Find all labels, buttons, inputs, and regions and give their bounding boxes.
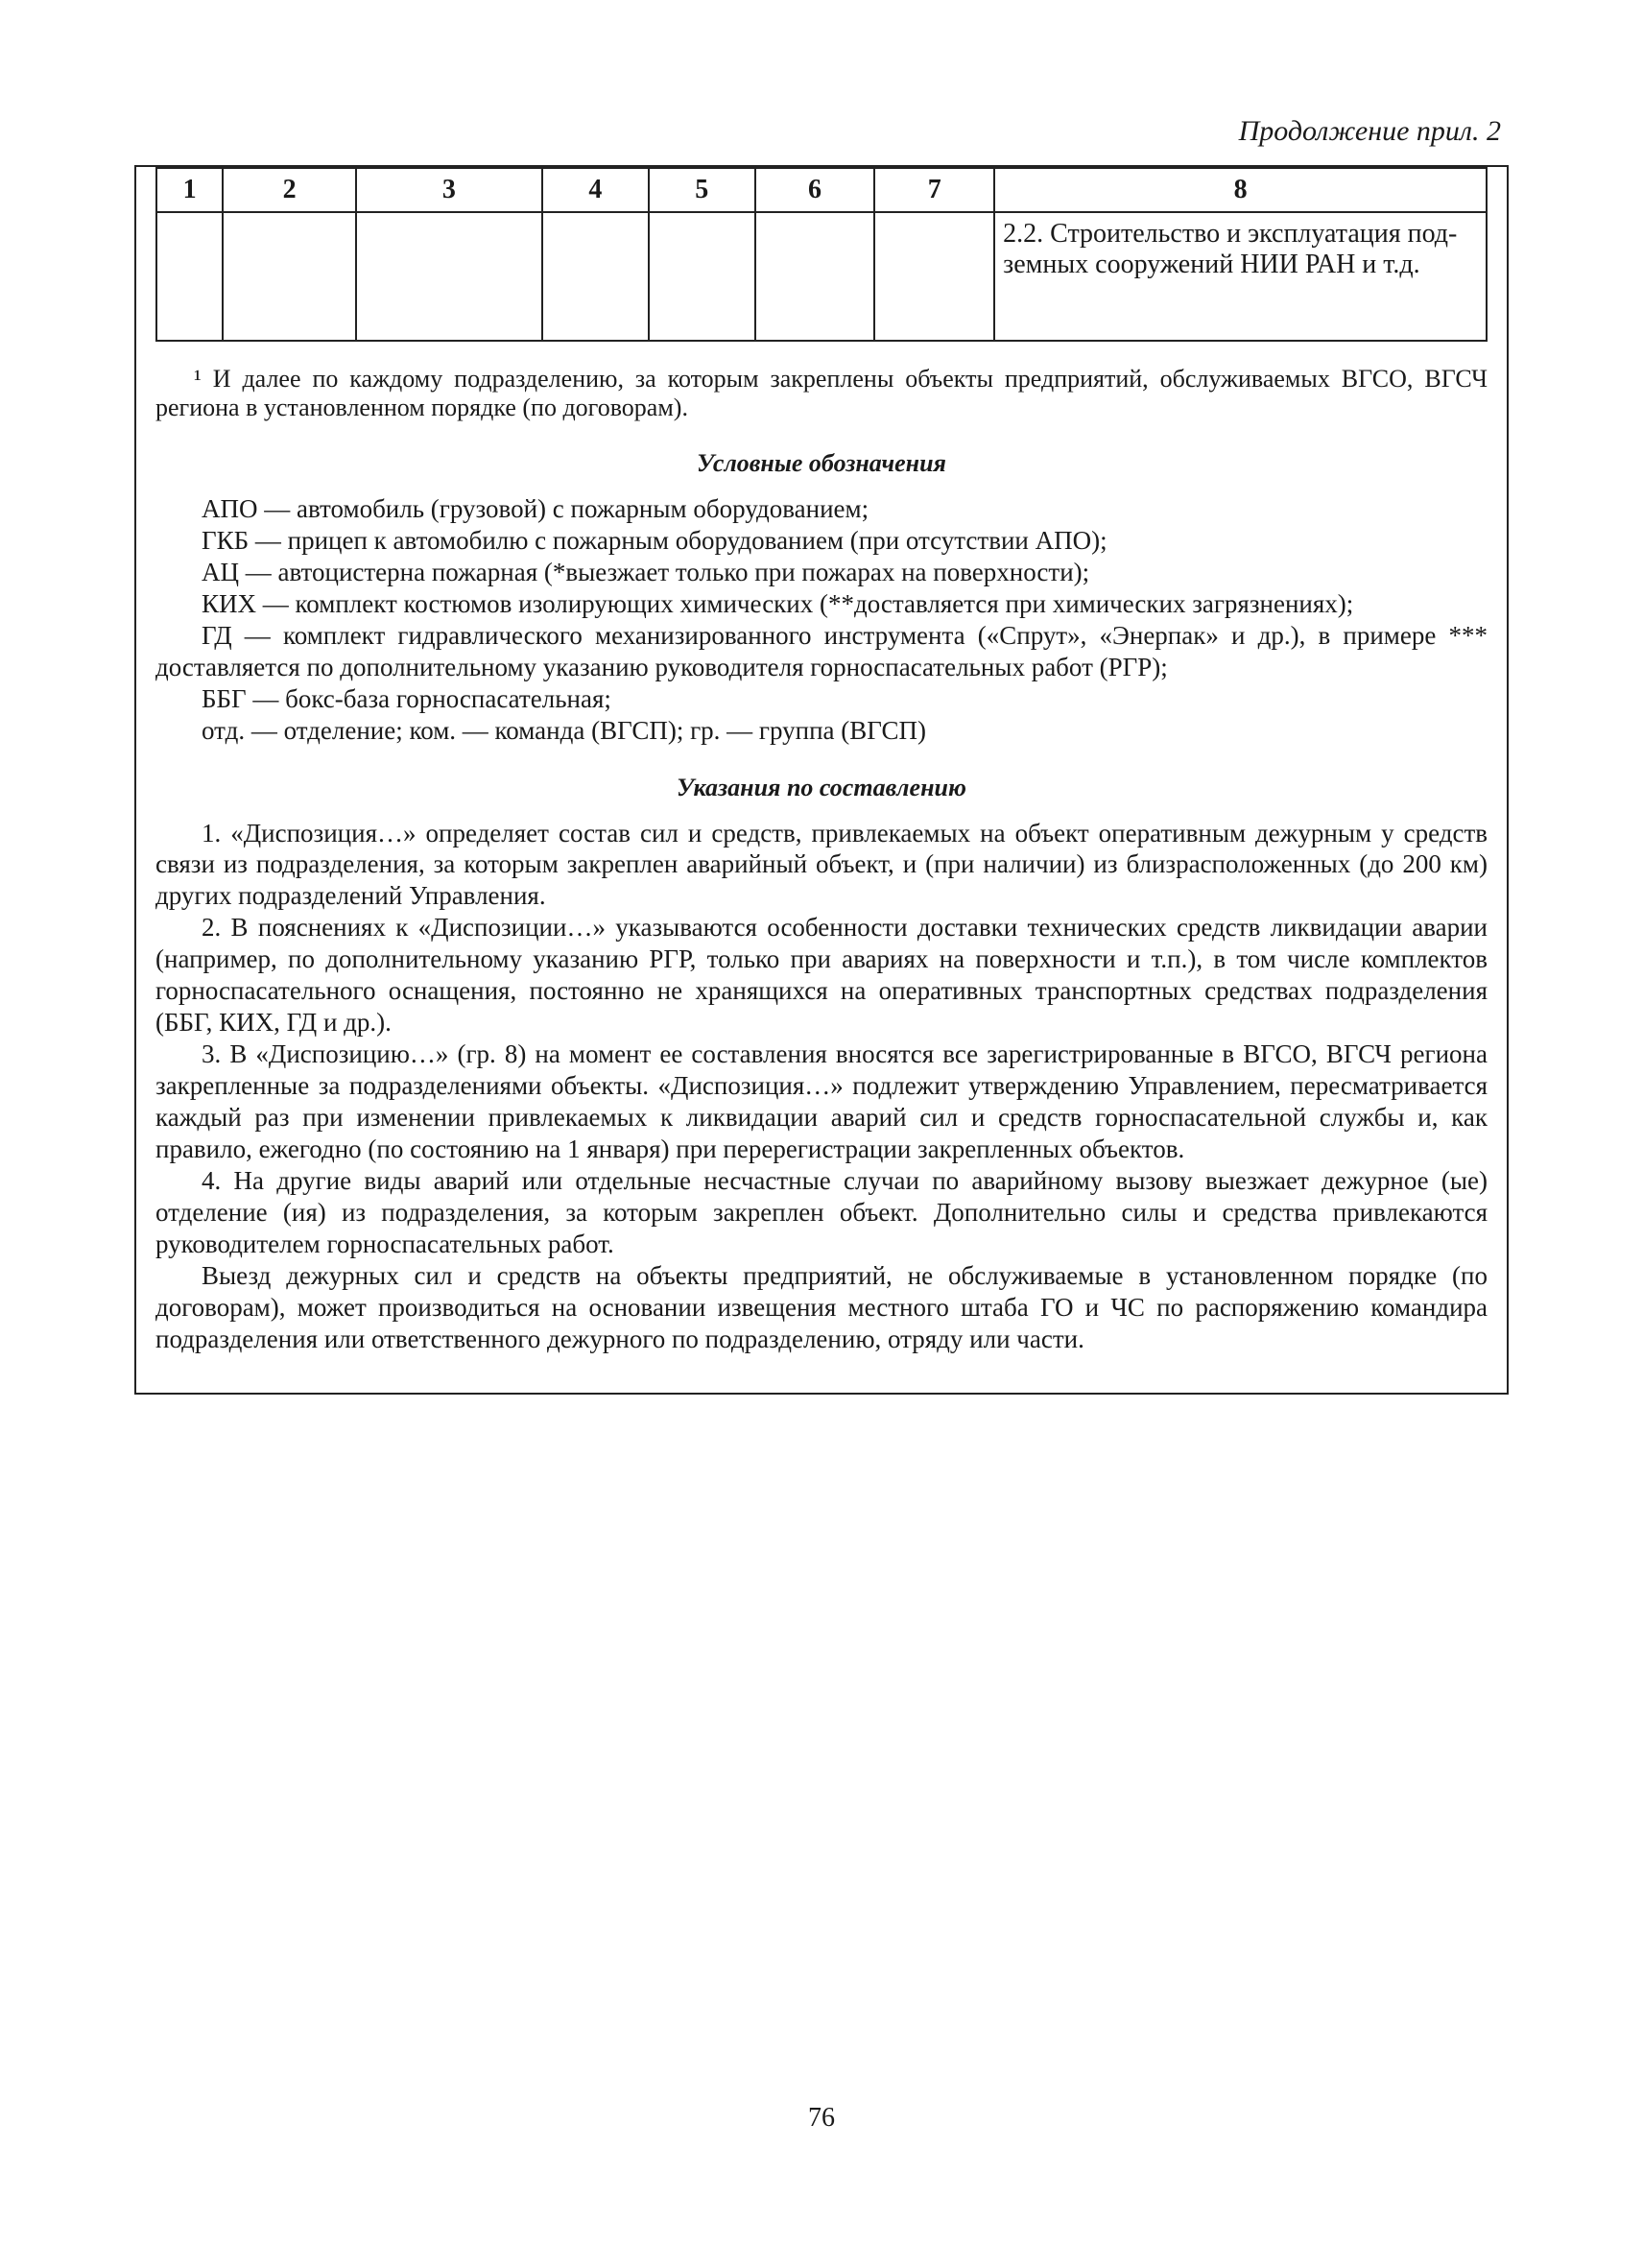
table-cell bbox=[874, 212, 994, 341]
col-header: 6 bbox=[755, 168, 875, 212]
table-cell bbox=[649, 212, 755, 341]
abbrev-item: АПО — автомобиль (грузовой) с пожарным о… bbox=[155, 493, 1488, 525]
instruction-paragraph: 4. На другие виды аварий или отдельные н… bbox=[155, 1165, 1488, 1260]
col-header: 1 bbox=[156, 168, 223, 212]
instruction-paragraph: 2. В пояснениях к «Диспозиции…» указываю… bbox=[155, 912, 1488, 1039]
instruction-paragraph: 3. В «Диспозицию…» (гр. 8) на момент ее … bbox=[155, 1039, 1488, 1165]
col-header: 4 bbox=[542, 168, 649, 212]
col-header: 7 bbox=[874, 168, 994, 212]
col-header: 5 bbox=[649, 168, 755, 212]
table-cell bbox=[156, 212, 223, 341]
page-number: 76 bbox=[0, 2103, 1643, 2134]
document-page: Продолжение прил. 2 1 2 3 4 5 6 7 8 bbox=[0, 0, 1643, 2268]
abbrev-section-title: Условные обозначения bbox=[155, 449, 1488, 478]
abbrev-item: КИХ — комплект костюмов изолирующих хими… bbox=[155, 588, 1488, 620]
table-cell bbox=[755, 212, 875, 341]
instruction-paragraph: Выезд дежурных сил и средств на объекты … bbox=[155, 1260, 1488, 1355]
abbrev-item: АЦ — автоцистерна пожарная (*выезжает то… bbox=[155, 557, 1488, 588]
col-header: 2 bbox=[223, 168, 356, 212]
table-cell bbox=[223, 212, 356, 341]
abbrev-item: отд. — отделение; ком. — команда (ВГСП);… bbox=[155, 715, 1488, 747]
content-frame: 1 2 3 4 5 6 7 8 2.2. Строительство и экс… bbox=[134, 165, 1509, 1395]
table-header-row: 1 2 3 4 5 6 7 8 bbox=[156, 168, 1487, 212]
table-cell bbox=[356, 212, 542, 341]
table-row: 2.2. Строительство и эксплуатация под­зе… bbox=[156, 212, 1487, 341]
abbrev-item: ГКБ — прицеп к автомобилю с пожарным обо… bbox=[155, 525, 1488, 557]
col-header: 8 bbox=[994, 168, 1487, 212]
instructions-section-title: Указания по составлению bbox=[155, 774, 1488, 802]
instruction-paragraph: 1. «Диспозиция…» определяет состав сил и… bbox=[155, 818, 1488, 913]
table-cell bbox=[542, 212, 649, 341]
abbrev-list: АПО — автомобиль (грузовой) с пожарным о… bbox=[155, 493, 1488, 747]
abbrev-item: ББГ — бокс-база горноспасательная; bbox=[155, 683, 1488, 715]
appendix-table: 1 2 3 4 5 6 7 8 2.2. Строительство и экс… bbox=[155, 167, 1488, 342]
col-header: 3 bbox=[356, 168, 542, 212]
footnote-text: ¹ И далее по каждому подразделению, за к… bbox=[155, 365, 1488, 422]
table-cell-content: 2.2. Строительство и эксплуатация под­зе… bbox=[994, 212, 1487, 341]
abbrev-item: ГД — комплект гидравлического механизиро… bbox=[155, 620, 1488, 683]
continuation-label: Продолжение прил. 2 bbox=[134, 115, 1501, 148]
